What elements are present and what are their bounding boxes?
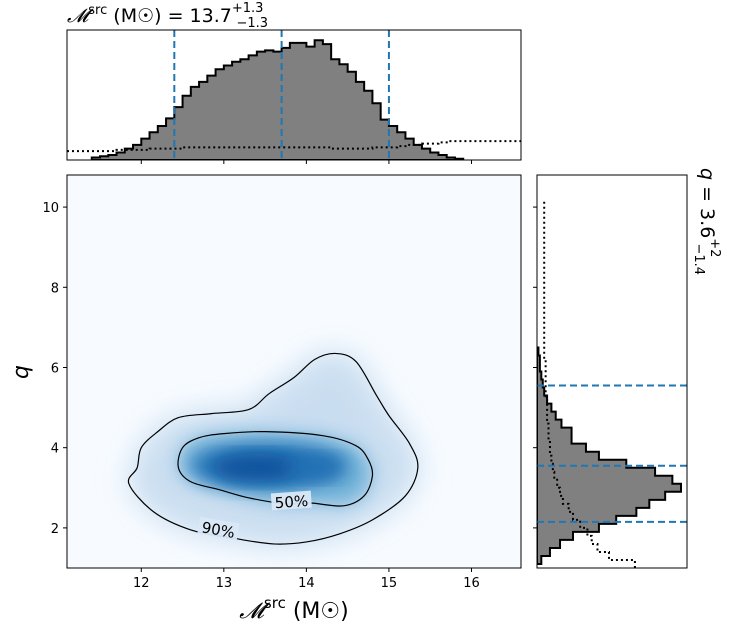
contour-50	[177, 431, 374, 507]
right-histogram-prior	[543, 199, 636, 568]
top-histogram-panel	[66, 29, 522, 164]
right-histogram-panel	[533, 174, 688, 569]
top-histogram-prior	[67, 140, 521, 153]
right-histogram-bars	[537, 346, 682, 565]
y-tick-label: 10	[42, 201, 59, 216]
y-axis-label: q	[9, 365, 34, 379]
y-tick-label: 4	[51, 442, 59, 457]
x-axis-label: 𝓜src (M☉)	[239, 594, 348, 624]
x-tick-label: 14	[298, 576, 315, 591]
density-secondary-peak	[286, 455, 343, 480]
y-tick-label: 6	[51, 361, 59, 376]
contour-90	[127, 352, 419, 545]
x-tick-label: 12	[133, 576, 150, 591]
x-tick-label: 15	[381, 576, 398, 591]
density-peak	[211, 453, 302, 482]
svg-text:90%: 90%	[200, 518, 236, 542]
svg-text:50%: 50%	[274, 492, 309, 512]
top-histogram-bars	[90, 39, 465, 160]
contour-label-50: 50%	[270, 490, 312, 512]
y-tick-label: 2	[51, 522, 59, 537]
y-tick-label: 8	[51, 281, 59, 296]
x-tick-label: 13	[216, 576, 233, 591]
right-histogram-frame	[536, 174, 688, 569]
x-tick-label: 16	[463, 576, 480, 591]
main-density-panel: 50% 90% 12 13 14 15 16 2 4 6 8 10	[42, 174, 522, 591]
top-title: 𝓜src (M☉) = 13.7+1.3 −1.3	[67, 1, 268, 31]
contour-label-90: 90%	[197, 516, 240, 542]
main-panel-frame	[66, 174, 522, 569]
top-histogram-frame	[66, 29, 522, 161]
right-title: q = 3.6+2−1.4	[691, 168, 722, 275]
